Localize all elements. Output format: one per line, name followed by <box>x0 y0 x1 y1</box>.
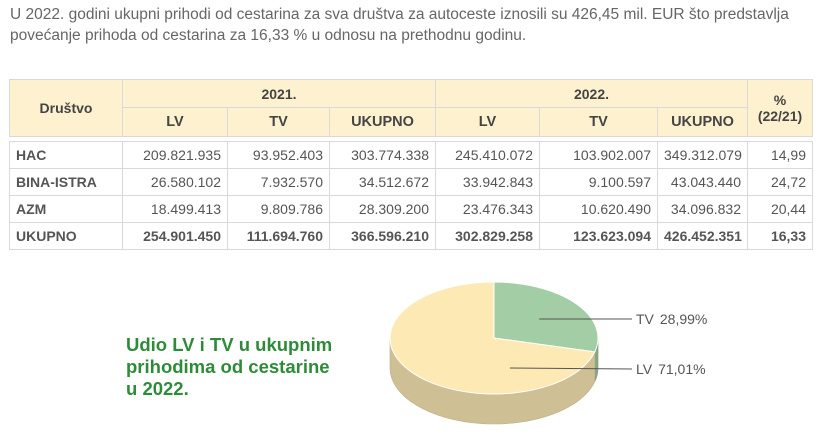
revenue-share-pie-chart <box>389 281 633 425</box>
cell-percent: 14,99 <box>747 141 813 169</box>
cell-tv-2022: 10.620.490 <box>539 195 658 223</box>
cell-tv-2021: 9.809.786 <box>227 195 330 223</box>
header-year-2022: 2022. <box>435 79 748 108</box>
cell-tv-2022: 9.100.597 <box>539 168 658 196</box>
header-percent-sign: % <box>773 92 787 108</box>
header-lv-2022: LV <box>435 107 540 137</box>
cell-lv-2022: 33.942.843 <box>435 168 540 196</box>
header-percent: % (22/21) <box>747 79 813 137</box>
cell-lv-2021: 209.821.935 <box>122 141 228 169</box>
toll-revenue-table: Društvo 2021. 2022. % (22/21) LV TV UKUP… <box>9 79 813 250</box>
cell-lv-2021: 18.499.413 <box>122 195 228 223</box>
intro-paragraph: U 2022. godini ukupni prihodi od cestari… <box>10 4 815 46</box>
pie-label-tv-name: TV <box>636 311 654 327</box>
pie-slice-tv <box>493 281 599 353</box>
cell-percent: 20,44 <box>747 195 813 223</box>
intro-line-1: U 2022. godini ukupni prihodi od cestari… <box>10 6 789 23</box>
header-total-2022: UKUPNO <box>657 107 748 137</box>
cell-lv-2021: 26.580.102 <box>122 168 228 196</box>
cell-percent: 24,72 <box>747 168 813 196</box>
cell-total-2021: 34.512.672 <box>329 168 436 196</box>
header-lv-2021: LV <box>122 107 228 137</box>
row-company: HAC <box>9 141 123 169</box>
cell-total-2022: 349.312.079 <box>657 141 748 169</box>
cell-total-2022: 34.096.832 <box>657 195 748 223</box>
cell-total-2021: 366.596.210 <box>329 222 436 250</box>
table-row: BINA-ISTRA 26.580.102 7.932.570 34.512.6… <box>9 168 813 196</box>
row-company: UKUPNO <box>9 222 123 250</box>
header-year-2021: 2021. <box>122 79 436 108</box>
pie-label-lv-name: LV <box>636 361 653 377</box>
table-row: HAC 209.821.935 93.952.403 303.774.338 2… <box>9 141 813 169</box>
cell-percent: 16,33 <box>747 222 813 250</box>
cell-tv-2022: 123.623.094 <box>539 222 658 250</box>
header-tv-2022: TV <box>539 107 658 137</box>
pie-title-line-1: Udio LV i TV u ukupnim <box>126 334 333 355</box>
table-row: AZM 18.499.413 9.809.786 28.309.200 23.4… <box>9 195 813 223</box>
intro-line-2: povećanje prihoda od cestarina za 16,33 … <box>10 27 527 44</box>
cell-lv-2022: 23.476.343 <box>435 195 540 223</box>
pie-chart-title: Udio LV i TV u ukupnim prihodima od cest… <box>126 334 356 400</box>
cell-total-2021: 28.309.200 <box>329 195 436 223</box>
pie-label-tv-value: 28,99% <box>659 311 708 327</box>
row-company: AZM <box>9 195 123 223</box>
header-tv-2021: TV <box>227 107 330 137</box>
cell-tv-2021: 93.952.403 <box>227 141 330 169</box>
cell-lv-2021: 254.901.450 <box>122 222 228 250</box>
pie-slice-lv <box>389 281 596 395</box>
cell-total-2022: 426.452.351 <box>657 222 748 250</box>
cell-total-2021: 303.774.338 <box>329 141 436 169</box>
header-company: Društvo <box>9 79 123 137</box>
pie-label-tv: TV 28,99% <box>636 311 707 327</box>
pie-title-line-2: prihodima od cestarine <box>126 356 330 377</box>
cell-lv-2022: 302.829.258 <box>435 222 540 250</box>
cell-tv-2021: 7.932.570 <box>227 168 330 196</box>
pie-leader-lv <box>509 367 633 370</box>
header-total-2021: UKUPNO <box>329 107 436 137</box>
cell-lv-2022: 245.410.072 <box>435 141 540 169</box>
header-percent-ratio: (22/21) <box>757 108 803 124</box>
cell-total-2022: 43.043.440 <box>657 168 748 196</box>
pie-title-line-3: u 2022. <box>126 378 189 399</box>
table-total-row: UKUPNO 254.901.450 111.694.760 366.596.2… <box>9 222 813 250</box>
pie-label-lv-value: 71,01% <box>658 361 706 377</box>
pie-label-lv: LV 71,01% <box>636 361 706 377</box>
cell-tv-2021: 111.694.760 <box>227 222 330 250</box>
cell-tv-2022: 103.902.007 <box>539 141 658 169</box>
row-company: BINA-ISTRA <box>9 168 123 196</box>
